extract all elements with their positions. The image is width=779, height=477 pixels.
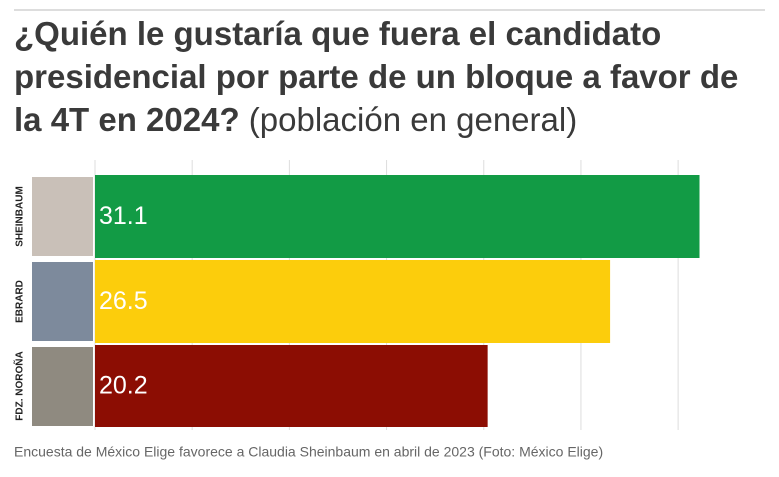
bar — [95, 345, 488, 427]
bar — [95, 175, 700, 258]
y-tick-label: FDZ. NOROÑA — [13, 351, 26, 420]
y-tick-label: EBRARD — [15, 280, 26, 323]
photo — [32, 177, 93, 256]
y-tick-label: SHEINBAUM — [15, 186, 26, 247]
bar — [95, 260, 611, 343]
value-label: 31.1 — [99, 202, 148, 230]
title-text: ¿Quién le gustaría que fuera el candidat… — [14, 15, 739, 138]
photo — [32, 347, 93, 426]
photo — [32, 262, 93, 341]
value-label: 20.2 — [99, 372, 148, 400]
caption: Encuesta de México Elige favorece a Clau… — [14, 444, 603, 460]
value-label: 26.5 — [99, 287, 148, 315]
chart-title: ¿Quién le gustaría que fuera el candidat… — [14, 12, 764, 141]
photos — [32, 177, 93, 426]
subtitle: (población en general) — [248, 101, 578, 138]
